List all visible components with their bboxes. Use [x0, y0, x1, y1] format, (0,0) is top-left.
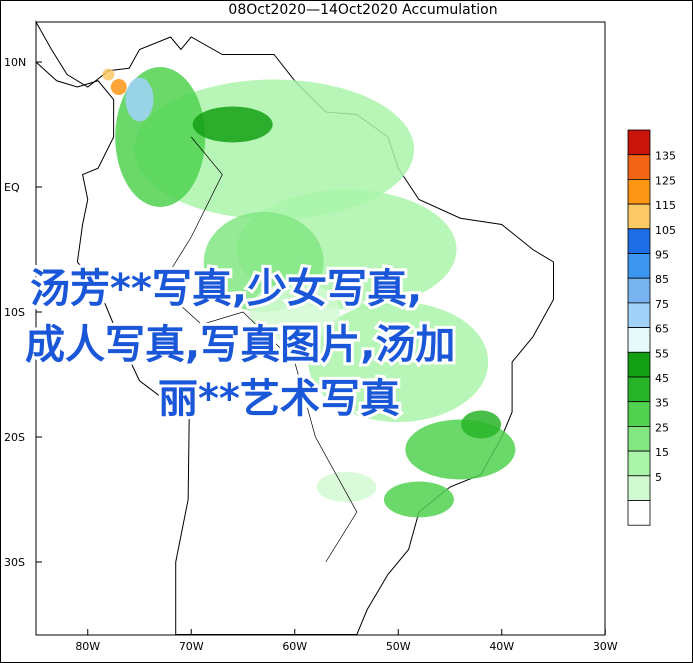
colorbar-box [627, 500, 651, 526]
map-frame [35, 21, 606, 636]
lat-tick-label: 10S [4, 306, 25, 319]
precip-area [125, 77, 154, 122]
colorbar-box [627, 253, 651, 279]
colorbar-box [627, 450, 651, 477]
map-area [35, 20, 605, 635]
colorbar-label: 135 [655, 150, 676, 163]
precip-area [383, 481, 454, 518]
colorbar-label: 115 [655, 199, 676, 212]
precip-area [192, 106, 273, 143]
colorbar-box [627, 154, 651, 180]
colorbar-box [627, 129, 651, 156]
lon-tick-label: 50W [386, 640, 411, 653]
colorbar-label: 5 [655, 471, 662, 484]
colorbar-label: 105 [655, 224, 676, 237]
colorbar-label: 35 [655, 397, 669, 410]
overlay-line: 丽**艺术写真 [158, 376, 400, 422]
colorbar-box [627, 178, 651, 205]
border [159, 136, 358, 563]
precip-area [249, 282, 340, 342]
overlay-line: 成人写真,写真图片,汤加 [25, 322, 455, 368]
lon-tick-label: 80W [75, 640, 100, 653]
colorbar: 135 125 115 105 95 85 75 65 55 45 35 25 15 5 [627, 129, 676, 526]
colorbar-box [627, 327, 651, 353]
colorbar-label: 15 [655, 446, 669, 459]
precip-area [308, 302, 489, 422]
colorbar-label: 95 [655, 249, 669, 262]
lat-tick-label: 10N [4, 56, 26, 69]
colorbar-box [627, 376, 651, 403]
precip-area [461, 410, 502, 439]
colorbar-label: 45 [655, 372, 669, 385]
colorbar-label: 65 [655, 323, 669, 336]
colorbar-label: 75 [655, 298, 669, 311]
colorbar-label: 25 [655, 421, 669, 434]
precip-area [110, 79, 127, 95]
colorbar-label: 55 [655, 347, 669, 360]
colorbar-label: 85 [655, 273, 669, 286]
colorbar-box [627, 203, 651, 230]
lon-tick-label: 60W [282, 640, 307, 653]
colorbar-box [627, 302, 651, 328]
colorbar-box [627, 425, 651, 452]
lon-tick-label: 30W [593, 640, 618, 653]
lon-tick-label: 70W [179, 640, 204, 653]
colorbar-box [627, 351, 651, 378]
map-title: 08Oct2020—14Oct2020 Accumulation [228, 2, 497, 18]
colorbar-box [627, 401, 651, 427]
colorbar-label: 125 [655, 174, 676, 187]
lat-tick-label: 30S [4, 556, 25, 569]
overlay-text: 汤芳**写真,少女写真, 成人写真,写真图片,汤加 丽**艺术写真 [22, 263, 458, 425]
lat-tick-label: EQ [4, 181, 20, 194]
lat-tick-label: 20S [4, 431, 25, 444]
colorbar-box [627, 277, 651, 304]
precip-area [102, 68, 115, 81]
overlay-line: 汤芳**写真,少女写真, [30, 266, 422, 312]
lon-tick-label: 40W [489, 640, 514, 653]
precip-area [316, 472, 377, 502]
colorbar-box [627, 475, 651, 501]
colorbar-box [627, 228, 651, 254]
